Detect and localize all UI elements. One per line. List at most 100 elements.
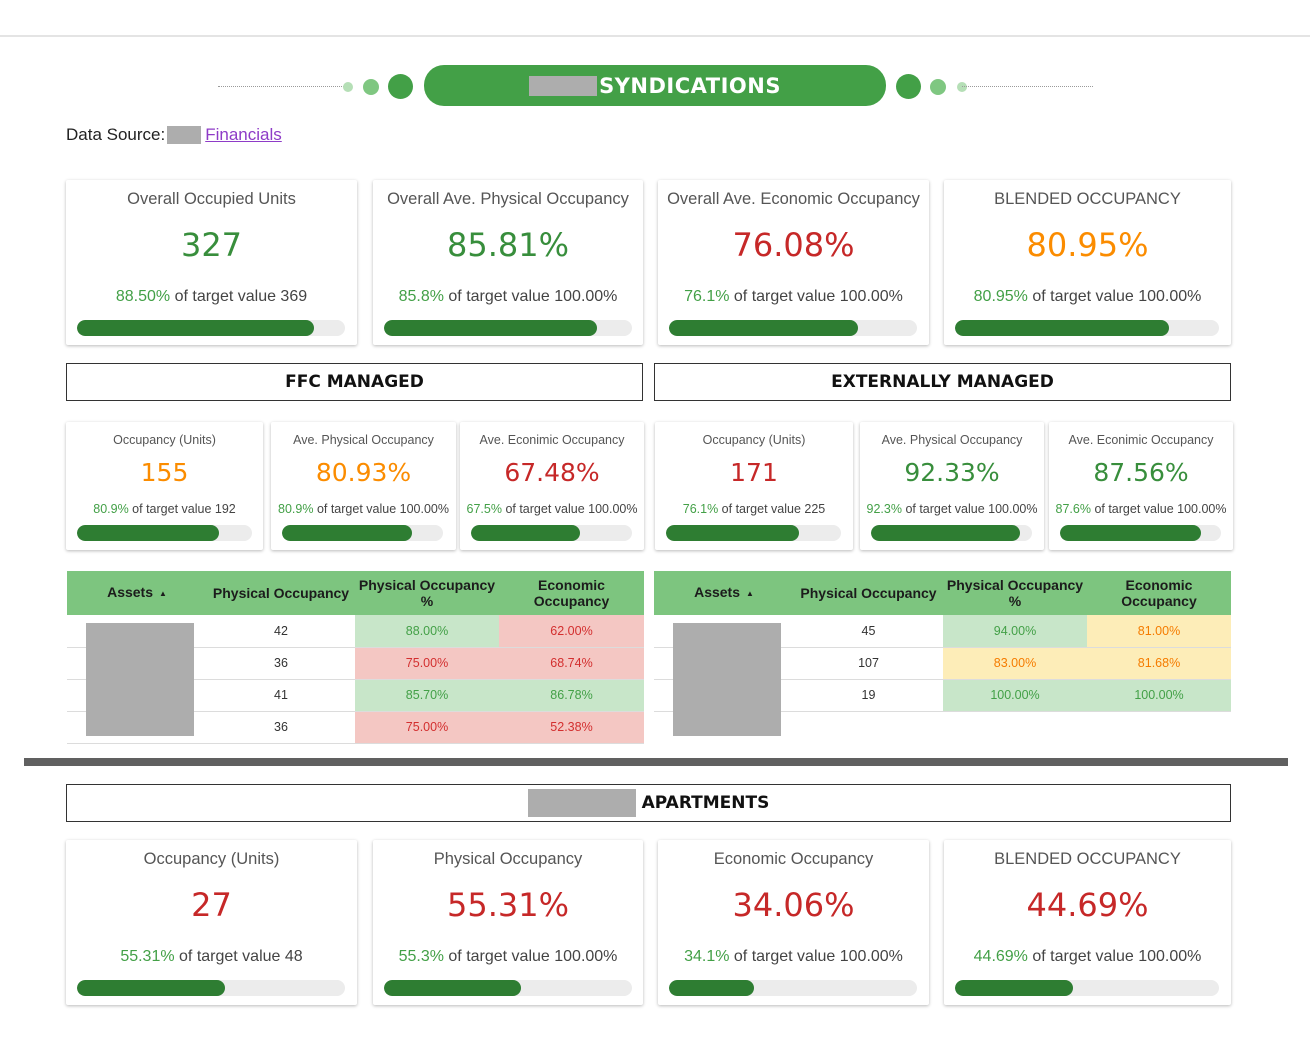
progress-bar [77,525,252,541]
scorecard-target: 76.1% of target value 225 [655,502,853,516]
physical-occupancy-cell: 36 [207,647,355,680]
column-header-assets[interactable]: Assets ▲ [67,571,207,615]
page-title-banner: SYNDICATIONS [424,65,886,106]
scorecard: Overall Occupied Units 327 88.50% of targe… [66,180,357,345]
column-header-assets[interactable]: Assets ▲ [654,571,794,615]
scorecard-target-pct: 55.31% [120,948,175,965]
banner-dot [930,79,946,95]
physical-occupancy-cell: 107 [794,647,943,680]
page-title: SYNDICATIONS [599,73,781,98]
data-source-label: Data Source: [66,125,166,144]
scorecard-target-text: of target value 192 [128,502,236,516]
scorecard-target: 76.1% of target value 100.00% [658,288,929,306]
scorecard-value: 85.81% [446,226,569,264]
externally-managed-title: EXTERNALLY MANAGED [831,372,1054,392]
banner-dot [343,82,353,92]
scorecard-target-pct: 88.50% [115,288,171,305]
scorecard-title: Ave. Econimic Occupancy [479,433,625,447]
scorecard-value: 327 [180,226,243,264]
economic-occupancy-cell: 81.68% [1087,647,1231,680]
physical-occupancy-pct-cell: 94.00% [943,615,1087,648]
physical-occupancy-pct-cell: 85.70% [355,679,499,712]
progress-bar-fill [282,525,413,541]
physical-occupancy-pct-cell: 88.00% [355,615,499,648]
scorecard-value: 76.08% [732,226,855,264]
table-row[interactable]: 19 100.00% 100.00% [654,679,1231,712]
scorecard: Occupancy (Units) 171 76.1% of target valu… [655,422,853,550]
financials-link[interactable]: Financials [205,125,282,144]
scorecard-target-text: of target value 369 [170,288,308,305]
scorecard-target-pct: 80.9% [278,502,314,516]
scorecard-value: 92.33% [904,458,1000,487]
scorecard-target-text: of target value 225 [718,502,826,516]
progress-bar-fill [77,980,226,996]
scorecard-title: BLENDED OCCUPANCY [994,190,1181,208]
scorecard-target-pct: 55.3% [398,948,444,965]
column-header-physical-occupancy[interactable]: Physical Occupancy [207,571,355,615]
physical-occupancy-pct-cell: 75.00% [355,647,499,680]
scorecard-target-pct: 80.9% [93,502,129,516]
scorecard-target-text: of target value 100.00% [1027,948,1202,965]
ext-occupancy-table: Assets ▲ Physical Occupancy Physical Occu… [654,571,1231,712]
physical-occupancy-pct-cell: 83.00% [943,647,1087,680]
scorecard-target-pct: 87.6% [1055,502,1091,516]
redacted-block [529,75,598,96]
sort-ascending-icon: ▲ [159,588,167,598]
column-header-economic-occupancy[interactable]: Economic Occupancy [499,571,644,615]
progress-bar-fill [955,320,1169,336]
scorecard-target-pct: 76.1% [684,288,730,305]
ffc-managed-header: FFC MANAGED [66,363,643,401]
progress-bar [955,320,1219,336]
physical-occupancy-cell: 19 [794,679,943,712]
redacted-block [167,126,202,144]
progress-bar [669,320,917,336]
scorecard: Physical Occupancy 55.31% 55.3% of target … [373,840,643,1005]
scorecard-target: 67.5% of target value 100.00% [460,502,644,516]
scorecard-target-text: of target value 100.00% [313,502,449,516]
column-header-economic-occupancy[interactable]: Economic Occupancy [1087,571,1231,615]
scorecard-target-text: of target value 100.00% [443,948,618,965]
scorecard-target: 80.95% of target value 100.00% [944,288,1231,306]
progress-bar-fill [669,980,754,996]
progress-bar [77,320,345,336]
scorecard-target-text: of target value 100.00% [1090,502,1227,516]
physical-occupancy-pct-cell: 100.00% [943,679,1087,712]
scorecard-target-pct: 80.95% [973,288,1028,305]
ffc-managed-title: FFC MANAGED [285,372,424,392]
progress-bar [669,980,917,996]
progress-bar-fill [77,525,219,541]
column-header-physical-occupancy-pct[interactable]: Physical Occupancy % [943,571,1087,615]
column-header-physical-occupancy[interactable]: Physical Occupancy [794,571,943,615]
scorecard: Ave. Econimic Occupancy 87.56% 87.6% of ta… [1049,422,1233,550]
progress-bar-fill [871,525,1020,541]
progress-bar-fill [669,320,858,336]
scorecard: Ave. Physical Occupancy 92.33% 92.3% of ta… [860,422,1044,550]
scorecard-value: 27 [191,886,232,924]
column-header-physical-occupancy-pct[interactable]: Physical Occupancy % [355,571,499,615]
scorecard-value: 55.31% [446,886,569,924]
scorecard-target-pct: 92.3% [866,502,902,516]
scorecard: Overall Ave. Economic Occupancy 76.08% 76.… [658,180,929,345]
progress-bar [77,980,345,996]
banner-dot [388,74,413,99]
banner-rule-right [962,86,1093,87]
economic-occupancy-cell: 86.78% [499,679,644,712]
scorecard-title: Economic Occupancy [713,850,874,868]
physical-occupancy-cell: 42 [207,615,355,648]
scorecard-value: 44.69% [1026,886,1149,924]
data-source: Data Source: Financials [66,125,282,145]
scorecard-target: 88.50% of target value 369 [66,288,357,306]
scorecard-target: 85.8% of target value 100.00% [373,288,643,306]
scorecard-target: 55.31% of target value 48 [66,948,357,966]
scorecard-target-pct: 76.1% [682,502,719,516]
apartments-title: APARTMENTS [641,793,770,813]
scorecard-target: 44.69% of target value 100.00% [944,948,1231,966]
section-divider [24,758,1288,766]
scorecard: BLENDED OCCUPANCY 80.95% 80.95% of target … [944,180,1231,345]
scorecard-title: Overall Ave. Physical Occupancy [387,190,629,208]
scorecard-target-text: of target value 100.00% [1027,288,1202,305]
redacted-asset-names [86,623,194,736]
progress-bar-fill [384,320,597,336]
progress-bar [471,525,632,541]
scorecard-title: Overall Ave. Economic Occupancy [667,190,920,208]
